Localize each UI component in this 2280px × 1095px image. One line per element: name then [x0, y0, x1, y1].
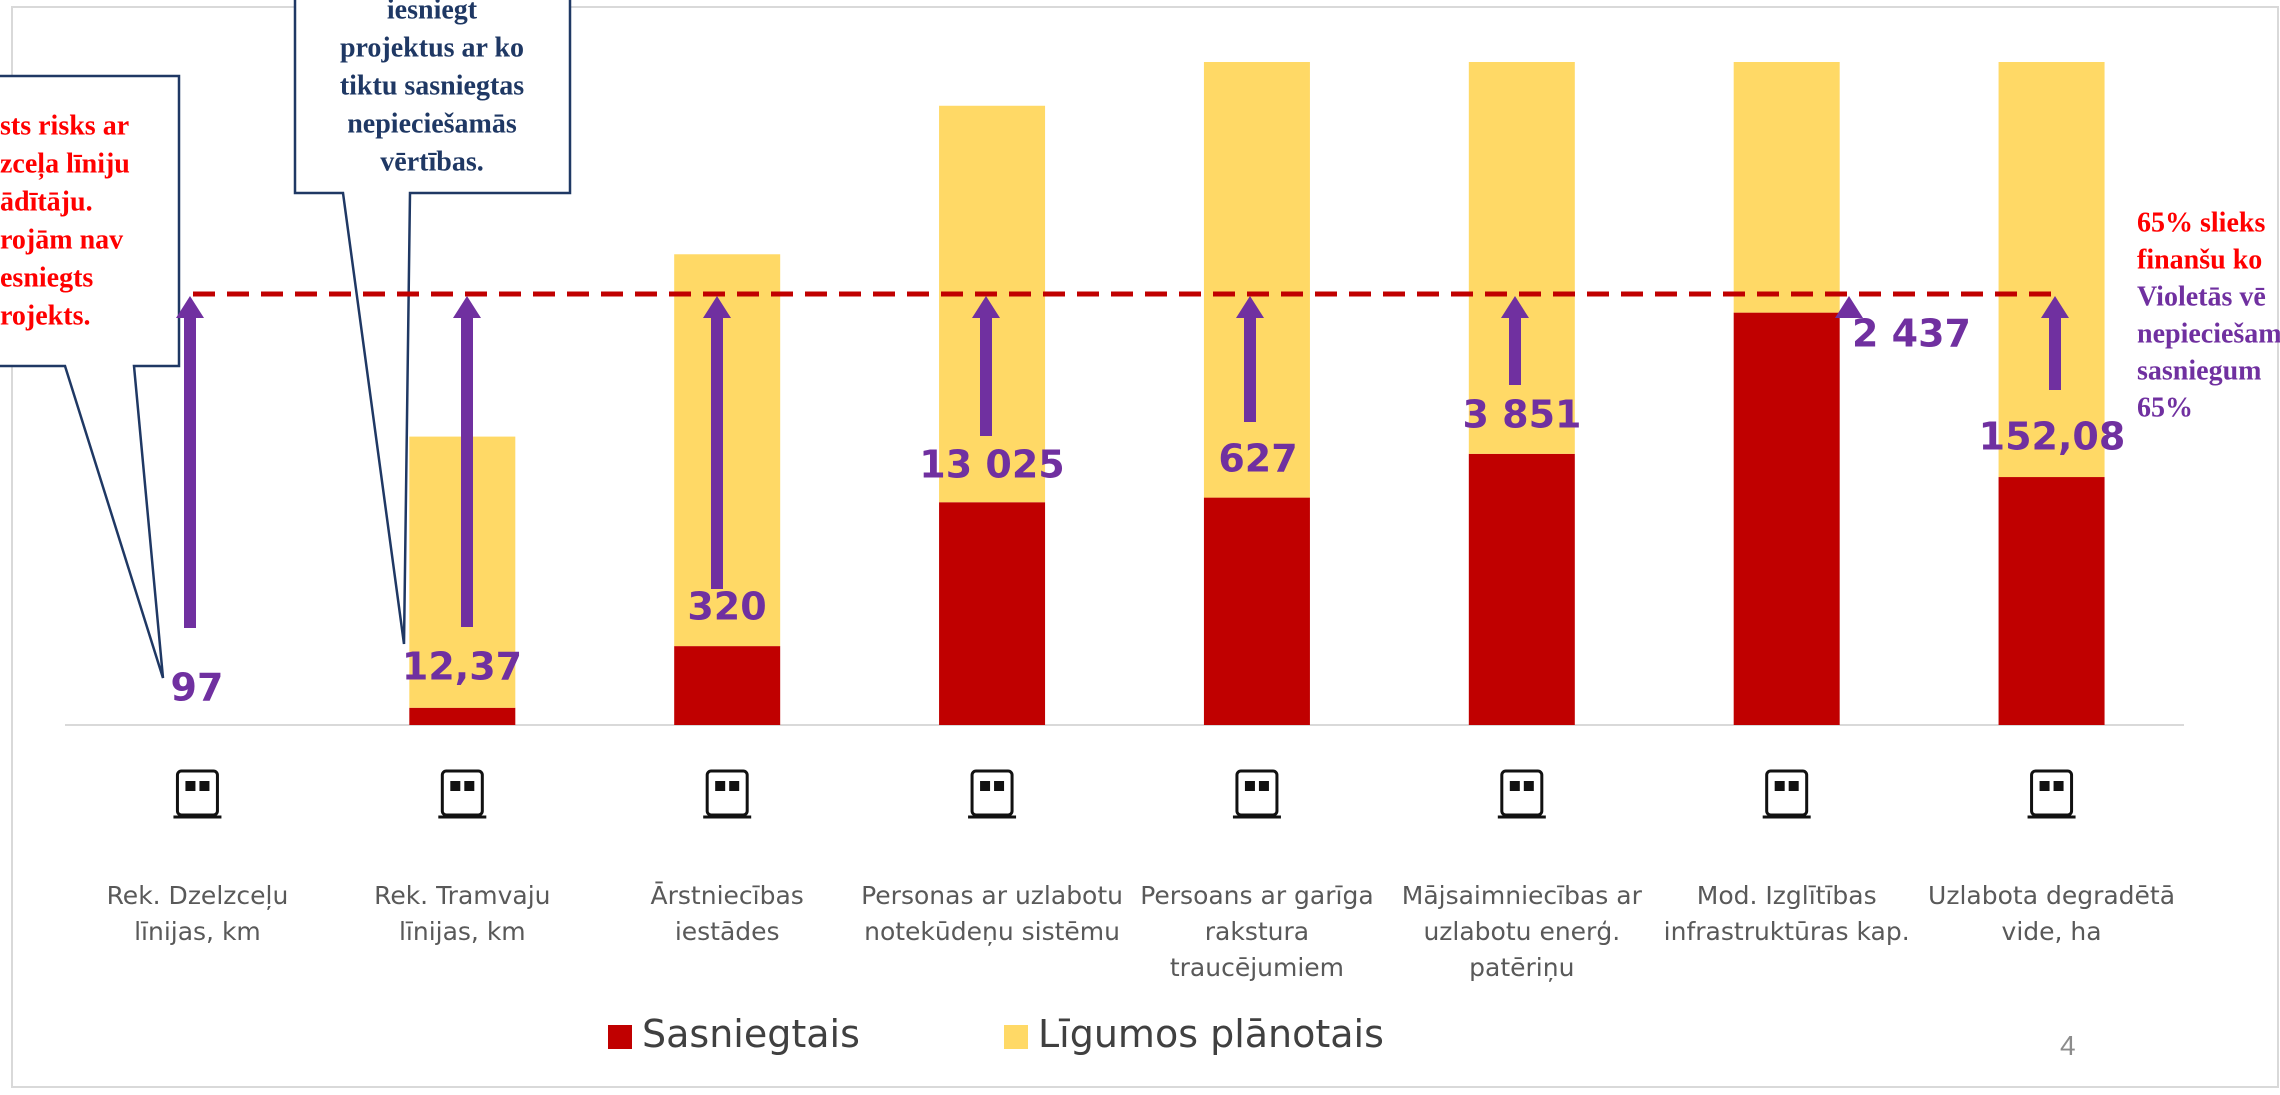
arrow-head: [1236, 296, 1264, 319]
bar-segment: [1733, 312, 1840, 725]
category-label: Rek. Dzelzceļu līnijas, km: [106, 881, 289, 946]
bar-segment: [1733, 62, 1840, 313]
icon-shape: [1500, 769, 1544, 817]
category-label: Mod. Izglītības infrastruktūras kap.: [1663, 881, 1910, 946]
gap-label: 2 437: [1852, 312, 1971, 356]
category-icon: [703, 769, 752, 819]
note-line: 65%: [2137, 392, 2193, 423]
gap-label: 320: [687, 585, 766, 629]
bar-segment: [674, 646, 781, 725]
category-icon: [438, 769, 487, 819]
icon-shape: [1788, 781, 1799, 791]
icon-shape: [450, 781, 461, 791]
icon-shape: [729, 781, 740, 791]
icon-shape: [1258, 781, 1269, 791]
gap-label: 152,08: [1979, 415, 2126, 459]
arrow-head: [1501, 296, 1529, 319]
icon-shape: [199, 781, 210, 791]
legend-item: Sasniegtais: [608, 1012, 860, 1056]
callout-line: vērtības.: [380, 146, 483, 177]
category-label: Uzlabota degradētā vide, ha: [1928, 881, 2176, 946]
note-line: sasniegum: [2137, 355, 2261, 386]
arrow-head: [2041, 296, 2069, 319]
icon-shape: [2053, 781, 2064, 791]
bar-segment: [1998, 477, 2105, 725]
arrow-head: [1835, 296, 1863, 319]
icon-shape: [715, 781, 726, 791]
category-label: Persoans ar garīga rakstura traucējumiem: [1140, 881, 1374, 982]
callout-line: projektus ar ko: [340, 32, 524, 63]
icon-shape: [464, 781, 475, 791]
bar-segment: [1468, 453, 1575, 725]
callout-line: rojām nav: [0, 224, 123, 255]
icon-shape: [970, 769, 1014, 817]
callout-line: ādītāju.: [0, 186, 93, 217]
bar-segment: [1998, 62, 2105, 478]
slide-frame: [11, 6, 2279, 1088]
icon-shape: [2039, 781, 2050, 791]
callout-middle-box: [293, 0, 572, 645]
gap-label: 627: [1218, 437, 1297, 481]
callout-line: esniegts: [0, 262, 93, 293]
callout-line: sts risks ar: [0, 110, 129, 141]
icon-shape: [1235, 769, 1279, 817]
category-icon: [1497, 769, 1546, 819]
callout-line: iesniegt: [387, 0, 478, 25]
icon-shape: [440, 769, 484, 817]
bar-segment: [409, 707, 516, 725]
gap-label: 97: [171, 666, 224, 710]
bar-segment: [674, 254, 781, 647]
note-line: 65% slieks: [2137, 207, 2265, 238]
category-label: Mājsaimniecības ar uzlabotu enerģ. patēr…: [1401, 881, 1642, 982]
bar-segment: [939, 105, 1046, 503]
arrow-head: [703, 296, 731, 319]
legend-swatch: [1004, 1025, 1028, 1049]
arrow-head: [176, 296, 204, 319]
icon-shape: [994, 781, 1005, 791]
legend-swatch: [608, 1025, 632, 1049]
note-line: nepieciešam: [2137, 318, 2280, 349]
bar-segment: [939, 502, 1046, 725]
gap-label: 3 851: [1463, 393, 1582, 437]
icon-shape: [1765, 769, 1809, 817]
gap-label: 13 025: [919, 443, 1064, 487]
icon-shape: [1774, 781, 1785, 791]
note-line: finanšu ko: [2137, 244, 2262, 275]
icon-shape: [705, 769, 749, 817]
category-label: Rek. Tramvaju līnijas, km: [374, 881, 551, 946]
category-icon: [173, 769, 222, 819]
category-icon: [968, 769, 1017, 819]
icon-shape: [1523, 781, 1534, 791]
category-icon: [1232, 769, 1281, 819]
bar-segment: [1468, 62, 1575, 454]
category-label: Personas ar uzlabotu notekūdeņu sistēmu: [861, 881, 1123, 946]
category-label: Ārstniecības iestādes: [650, 881, 804, 946]
icon-shape: [185, 781, 196, 791]
legend-label: Sasniegtais: [642, 1012, 860, 1056]
category-icon: [2027, 769, 2076, 819]
page-number: 4: [2060, 1030, 2076, 1061]
callout-line: tiktu sasniegtas: [340, 70, 524, 101]
callout-line: rojekts.: [0, 300, 90, 331]
icon-shape: [2030, 769, 2074, 817]
callout-line: nepieciešamās: [347, 108, 517, 139]
legend-item: Līgumos plānotais: [1004, 1012, 1384, 1056]
icon-shape: [1509, 781, 1520, 791]
callout-left-box: [0, 74, 181, 679]
gap-label: 12,37: [402, 645, 522, 689]
callout-line: zceļa līniju: [0, 148, 130, 180]
legend-label: Līgumos plānotais: [1038, 1012, 1384, 1056]
icon-shape: [1244, 781, 1255, 791]
note-line: Violetās vē: [2137, 281, 2266, 312]
bar-segment: [1203, 62, 1310, 498]
icon-shape: [980, 781, 991, 791]
arrow-head: [453, 296, 481, 319]
bar-segment: [1203, 497, 1310, 725]
icon-shape: [175, 769, 219, 817]
category-icon: [1762, 769, 1811, 819]
arrow-head: [972, 296, 1000, 319]
